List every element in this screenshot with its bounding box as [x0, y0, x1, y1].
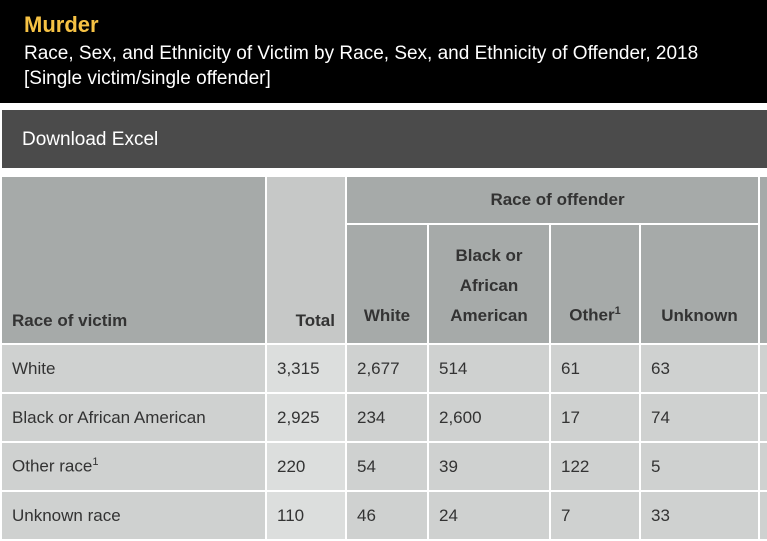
total-header: Total: [265, 175, 347, 345]
value-cell: 122: [549, 441, 641, 492]
data-table: Race of victim Total Race of offender White…: [0, 175, 767, 541]
value-cell: 7: [549, 490, 641, 541]
column-header-text: White: [363, 306, 411, 325]
value-cell: 33: [638, 490, 761, 541]
edge-cell: [758, 392, 767, 443]
data-row: White 3,315 2,677 514 61 63: [0, 343, 767, 394]
data-row: Unknown race 110 46 24 7 33: [0, 490, 767, 541]
total-cell: 2,925: [265, 392, 347, 443]
edge-cell: [758, 343, 767, 394]
value-cell: 2,677: [345, 343, 429, 394]
total-header-text: Total: [295, 311, 335, 330]
value-cell: 61: [549, 343, 641, 394]
row-label-text: Black or African American: [12, 407, 206, 427]
value-cell: 514: [427, 343, 551, 394]
row-header: Race of victim: [0, 175, 267, 345]
total-cell: 3,315: [265, 343, 347, 394]
row-label: Unknown race: [0, 490, 267, 541]
header-row: White Black or African American Other1 Unkn…: [1, 223, 767, 345]
value-cell: 54: [345, 441, 429, 492]
edge-cell: [758, 490, 767, 541]
subtitle-note: [Single victim/single offender]: [24, 68, 271, 89]
row-label-text: Other race: [12, 456, 93, 476]
group-header-text: Race of offender: [490, 190, 625, 209]
value-cell: 63: [638, 343, 761, 394]
subtitle-block: Race, Sex, and Ethnicity of Victim by Ra…: [24, 41, 698, 91]
column-header: Unknown: [638, 223, 761, 345]
subtitle: Race, Sex, and Ethnicity of Victim by Ra…: [24, 43, 699, 64]
title: Murder: [24, 12, 99, 37]
column-header-text: Other: [569, 306, 615, 325]
value-cell: 234: [345, 392, 429, 443]
row-label-text: White: [12, 358, 56, 378]
row-label: Black or African American: [0, 392, 267, 443]
header: Murder Race, Sex, and Ethnicity of Victi…: [0, 0, 767, 103]
footnote-mark: 1: [92, 456, 99, 469]
row-header-text: Race of victim: [12, 311, 128, 330]
row-label: Other race1: [0, 441, 267, 492]
column-header-text: Black or African American: [450, 246, 528, 325]
edge-cell: [758, 175, 767, 345]
edge-cell: [758, 441, 767, 492]
column-header: Other1: [549, 223, 641, 345]
value-cell: 46: [345, 490, 429, 541]
total-cell: 110: [265, 490, 347, 541]
data-row: Black or African American 2,925 234 2,600 17…: [0, 392, 767, 443]
group-header: Race of offender: [344, 175, 761, 225]
download-button[interactable]: Download Excel: [22, 129, 159, 150]
toolbar: Download Excel: [2, 110, 767, 168]
value-cell: 17: [549, 392, 641, 443]
total-cell: 220: [265, 441, 347, 492]
footnote-mark: 1: [614, 305, 621, 318]
value-cell: 74: [638, 392, 761, 443]
column-header-text: Unknown: [661, 306, 738, 325]
value-cell: 5: [638, 441, 761, 492]
value-cell: 39: [427, 441, 551, 492]
value-cell: 24: [427, 490, 551, 541]
column-header: Black or African American: [427, 223, 551, 345]
row-label-text: Unknown race: [12, 505, 121, 525]
value-cell: 2,600: [427, 392, 551, 443]
header-row: Race of victim Total Race of offender: [0, 175, 767, 345]
data-row: Other race1 220 54 39 122 5: [0, 441, 767, 492]
column-header: White: [345, 223, 429, 345]
row-label: White: [0, 343, 267, 394]
